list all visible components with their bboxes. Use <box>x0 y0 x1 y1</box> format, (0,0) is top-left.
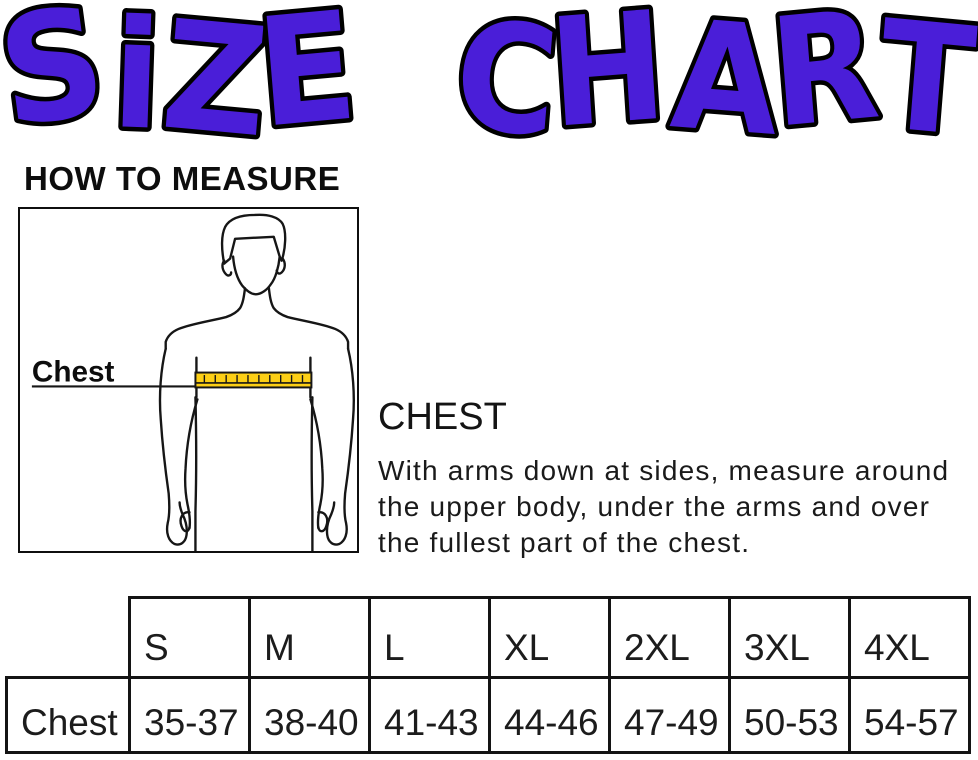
torso-side-left <box>194 396 198 551</box>
arm-inner-right <box>309 398 324 530</box>
arm-outer-left <box>158 347 188 546</box>
size-table-header-row: S M L XL 2XL 3XL 4XL <box>7 596 971 679</box>
ear-left <box>221 259 233 277</box>
how-to-measure-heading: HOW TO MEASURE <box>24 160 341 197</box>
size-col-m: M <box>248 596 371 679</box>
hair-outline <box>220 213 287 265</box>
size-col-s: S <box>128 596 251 679</box>
chest-value-3xl: 50-53 <box>728 676 851 754</box>
thumb-left <box>179 511 191 533</box>
chest-value-4xl: 54-57 <box>848 676 971 754</box>
chest-value-m: 38-40 <box>248 676 371 754</box>
chest-instructions: CHEST With arms down at sides, measure a… <box>378 396 970 561</box>
chest-value-l: 41-43 <box>368 676 491 754</box>
chest-row-label: Chest <box>5 676 131 754</box>
arm-inner-left <box>183 398 199 530</box>
thumb-right <box>317 511 329 533</box>
title-word-size: SiZE <box>0 0 363 155</box>
ear-right <box>275 257 286 275</box>
neck-shoulder-left <box>164 287 247 350</box>
title-word-chart: CHART <box>449 0 978 155</box>
size-col-xl: XL <box>488 596 611 679</box>
face-outline <box>231 255 281 296</box>
size-table: S M L XL 2XL 3XL 4XL Chest 35-37 38-40 4… <box>5 596 971 754</box>
torso-side-right <box>310 396 314 551</box>
measurement-figure-box: Chest <box>18 207 359 553</box>
size-table-chest-row: Chest 35-37 38-40 41-43 44-46 47-49 50-5… <box>5 676 971 754</box>
chest-instructions-heading: CHEST <box>378 396 507 438</box>
neck-shoulder-right <box>267 286 350 350</box>
torso-illustration: Chest <box>32 213 355 551</box>
chest-value-2xl: 47-49 <box>608 676 731 754</box>
size-chart-title: SiZE CHART <box>0 0 978 155</box>
size-col-3xl: 3XL <box>728 596 851 679</box>
chest-value-xl: 44-46 <box>488 676 611 754</box>
size-table-corner-cell <box>7 598 130 678</box>
arm-outer-right <box>325 347 355 546</box>
chest-figure-label: Chest <box>32 355 115 388</box>
chest-value-s: 35-37 <box>128 676 251 754</box>
size-col-2xl: 2XL <box>608 596 731 679</box>
size-col-l: L <box>368 596 491 679</box>
measuring-tape <box>194 371 313 389</box>
chest-instructions-body: With arms down at sides, measure around … <box>378 455 950 558</box>
tape-ticks <box>203 375 304 383</box>
size-col-4xl: 4XL <box>848 596 971 679</box>
